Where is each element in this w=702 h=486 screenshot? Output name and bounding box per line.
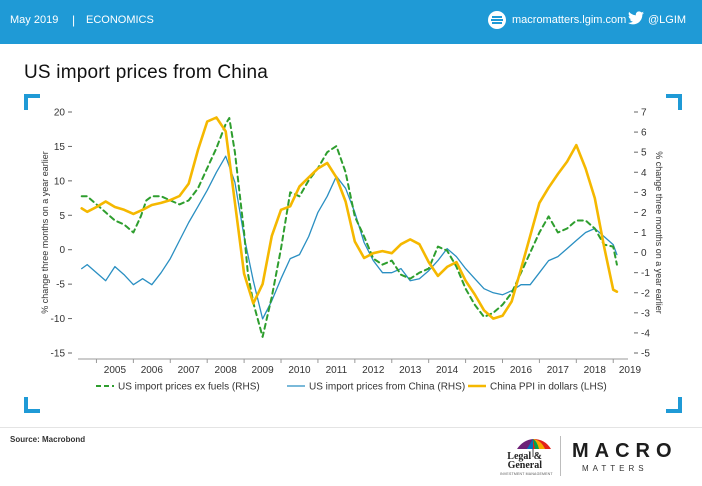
twitter-handle[interactable]: @LGIM — [648, 14, 687, 26]
x-axis-tick-label: 2014 — [436, 365, 459, 376]
right-axis-tick-label: -5 — [641, 349, 650, 360]
right-axis-tick-label: 4 — [641, 168, 647, 179]
macro-matters-logo-macro: MACRO — [572, 440, 678, 462]
series-line-1 — [81, 155, 618, 320]
right-axis-tick-label: 5 — [641, 148, 647, 159]
x-axis-tick-label: 2018 — [584, 365, 607, 376]
footer-logo-divider — [560, 436, 561, 476]
left-axis-tick-label: -10 — [51, 314, 66, 325]
right-axis-tick-label: -4 — [641, 328, 650, 339]
right-axis-tick-label: 2 — [641, 208, 647, 219]
legend-label-1: US import prices from China (RHS) — [309, 382, 465, 393]
series-line-0 — [80, 117, 618, 338]
x-axis-tick-label: 2010 — [288, 365, 311, 376]
source-note: Source: Macrobond — [10, 435, 86, 444]
twitter-icon — [628, 11, 644, 25]
legal-general-wordmark: Legal & General — [498, 451, 542, 471]
x-axis-tick-label: 2007 — [178, 365, 201, 376]
left-axis-tick-label: 5 — [59, 211, 65, 222]
x-axis-tick-label: 2017 — [547, 365, 570, 376]
right-axis-tick-label: 3 — [641, 188, 647, 199]
lg-name-line1: Legal & — [507, 451, 542, 462]
footer-divider — [0, 427, 702, 428]
left-axis-label: % change three months on a year earlier — [40, 151, 50, 314]
section-label: ECONOMICS — [86, 14, 154, 26]
frame-corner-bottom-right — [666, 397, 682, 413]
macro-matters-logo-matters: MATTERS — [582, 464, 648, 473]
x-axis-tick-label: 2006 — [141, 365, 164, 376]
lg-name-line2: General — [507, 460, 542, 471]
right-axis-tick-label: -3 — [641, 308, 650, 319]
right-axis-tick-label: 1 — [641, 228, 647, 239]
legend-label-2: China PPI in dollars (LHS) — [490, 382, 607, 393]
right-axis-tick-label: -2 — [641, 288, 650, 299]
legend-label-0: US import prices ex fuels (RHS) — [118, 382, 260, 393]
header-bar: May 2019 | ECONOMICS macromatters.lgim.c… — [0, 0, 702, 44]
frame-corner-top-left — [24, 94, 40, 110]
x-axis-tick-label: 2009 — [251, 365, 274, 376]
frame-corner-top-right — [666, 94, 682, 110]
left-axis-tick-label: -15 — [51, 349, 66, 360]
x-axis-tick-label: 2008 — [215, 365, 238, 376]
left-axis-tick-label: 15 — [54, 142, 66, 153]
header-separator: | — [72, 13, 76, 27]
left-axis-tick-label: 0 — [59, 245, 65, 256]
legal-general-umbrella-logo — [517, 439, 551, 457]
left-axis-tick-label: -5 — [56, 280, 65, 291]
website-link[interactable]: macromatters.lgim.com — [512, 14, 627, 26]
right-axis-tick-label: 6 — [641, 128, 647, 139]
right-axis-label: % change three months on a year earlier — [654, 151, 664, 314]
x-axis-tick-label: 2015 — [473, 365, 496, 376]
lg-subtitle: INVESTMENT MANAGEMENT — [500, 472, 553, 476]
x-axis-tick-label: 2012 — [362, 365, 385, 376]
x-axis-tick-label: 2005 — [104, 365, 127, 376]
x-axis-tick-label: 2013 — [399, 365, 422, 376]
right-axis-tick-label: -1 — [641, 268, 650, 279]
page-title: US import prices from China — [24, 62, 269, 83]
frame-corner-bottom-left — [24, 397, 40, 413]
x-axis-tick-label: 2019 — [619, 365, 642, 376]
website-icon — [488, 11, 506, 29]
right-axis-tick-label: 0 — [641, 248, 647, 259]
series-line-2 — [80, 116, 619, 320]
x-axis-tick-label: 2011 — [326, 365, 348, 376]
left-axis-tick-label: 20 — [54, 108, 66, 119]
right-axis-tick-label: 7 — [641, 108, 647, 119]
x-axis-tick-label: 2016 — [510, 365, 533, 376]
left-axis-tick-label: 10 — [54, 176, 66, 187]
publication-date: May 2019 — [10, 14, 59, 26]
